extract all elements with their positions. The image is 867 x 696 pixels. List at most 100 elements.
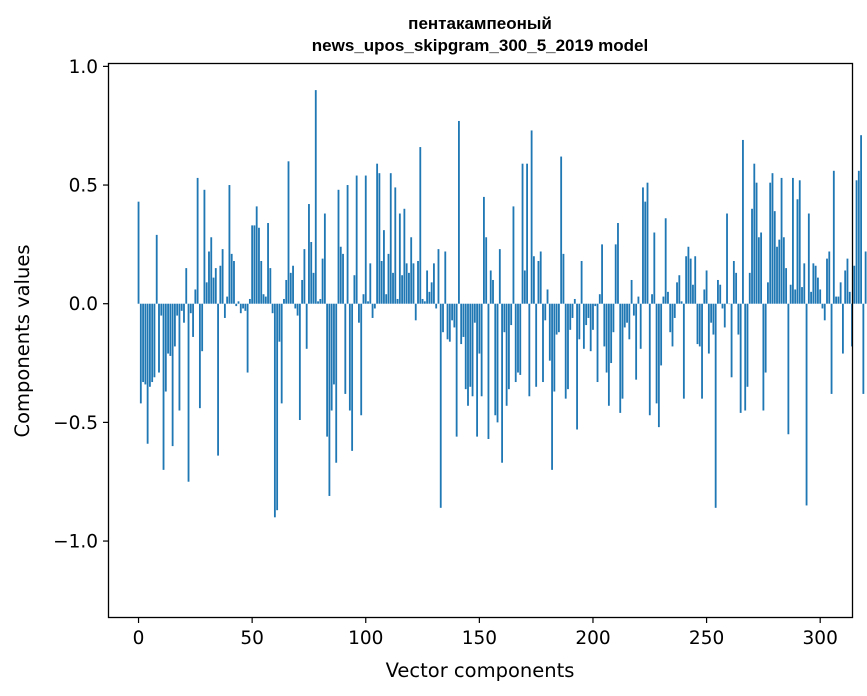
bar: [260, 260, 263, 304]
bar: [592, 303, 594, 330]
bar: [846, 258, 849, 304]
bar: [355, 175, 358, 304]
bar: [139, 303, 142, 404]
bar: [496, 303, 499, 423]
bar: [358, 303, 360, 323]
bar: [798, 180, 801, 304]
bar: [439, 303, 442, 508]
bar: [564, 303, 567, 399]
bar: [623, 303, 626, 328]
bar: [653, 232, 656, 304]
bar: [512, 206, 515, 304]
bar: [271, 303, 274, 314]
bar: [185, 268, 188, 304]
bar: [455, 303, 458, 437]
bar: [526, 163, 528, 304]
bar: [735, 272, 738, 304]
bar: [314, 90, 317, 304]
bar: [580, 260, 583, 304]
bar: [560, 156, 563, 304]
bar: [585, 303, 588, 326]
bar: [610, 303, 613, 364]
bar: [732, 260, 735, 304]
bar: [244, 303, 247, 311]
bar: [576, 303, 578, 430]
bar: [285, 279, 288, 304]
bar: [710, 303, 713, 323]
bar: [253, 225, 256, 304]
y-tick-label: 1.0: [69, 57, 98, 78]
bar: [269, 268, 272, 304]
bar: [180, 303, 183, 311]
bar: [471, 303, 474, 397]
bar: [548, 303, 551, 361]
bar: [435, 303, 438, 309]
bar: [546, 289, 549, 304]
bar: [242, 303, 244, 309]
bar: [442, 303, 444, 333]
bar: [671, 303, 674, 347]
bar: [746, 303, 749, 387]
bar: [251, 225, 254, 304]
bar: [669, 303, 672, 333]
bar: [676, 282, 678, 304]
bar: [308, 204, 310, 304]
bar: [842, 303, 844, 354]
bar: [555, 303, 558, 335]
bar: [737, 303, 740, 335]
bar: [401, 275, 404, 304]
bar: [201, 303, 204, 352]
bar: [414, 303, 417, 321]
bar: [819, 289, 822, 304]
bar: [448, 303, 451, 342]
bar: [757, 237, 760, 304]
bar: [392, 272, 394, 304]
bar: [333, 303, 335, 385]
bar: [176, 303, 179, 316]
bar: [517, 303, 519, 373]
bar: [664, 218, 667, 304]
bar: [453, 303, 456, 328]
bar: [810, 291, 813, 304]
bar: [317, 301, 319, 304]
bar: [569, 303, 572, 330]
bar: [619, 303, 622, 413]
bar: [776, 246, 778, 304]
bar: [221, 249, 224, 304]
bar: [803, 263, 806, 304]
bar: [646, 182, 649, 304]
bar: [301, 279, 304, 304]
y-tick-label: −1.0: [53, 532, 98, 553]
bar: [785, 268, 788, 304]
bar: [642, 187, 644, 304]
bar: [703, 289, 706, 304]
bar: [217, 303, 219, 456]
bar: [437, 249, 440, 304]
bar: [860, 135, 862, 304]
bar: [142, 303, 144, 383]
bar: [258, 227, 260, 304]
bar: [712, 303, 715, 335]
x-tick-label: 100: [348, 628, 383, 649]
bar: [296, 303, 299, 316]
bar: [237, 301, 240, 304]
bar: [283, 298, 285, 304]
bar: [678, 275, 681, 304]
bar: [719, 284, 722, 304]
bar: [805, 303, 808, 506]
bar: [603, 303, 606, 347]
bar: [557, 303, 560, 333]
bar: [228, 185, 231, 304]
bar: [862, 303, 865, 394]
bar: [344, 303, 347, 394]
bar: [235, 303, 238, 307]
bar: [612, 303, 615, 333]
bar: [673, 303, 676, 318]
bar: [519, 303, 522, 375]
bar: [721, 303, 724, 309]
chart-title-line-2: news_upos_skipgram_300_5_2019 model: [312, 36, 648, 55]
bar: [167, 303, 169, 354]
bar: [626, 303, 628, 323]
bar: [273, 303, 276, 518]
